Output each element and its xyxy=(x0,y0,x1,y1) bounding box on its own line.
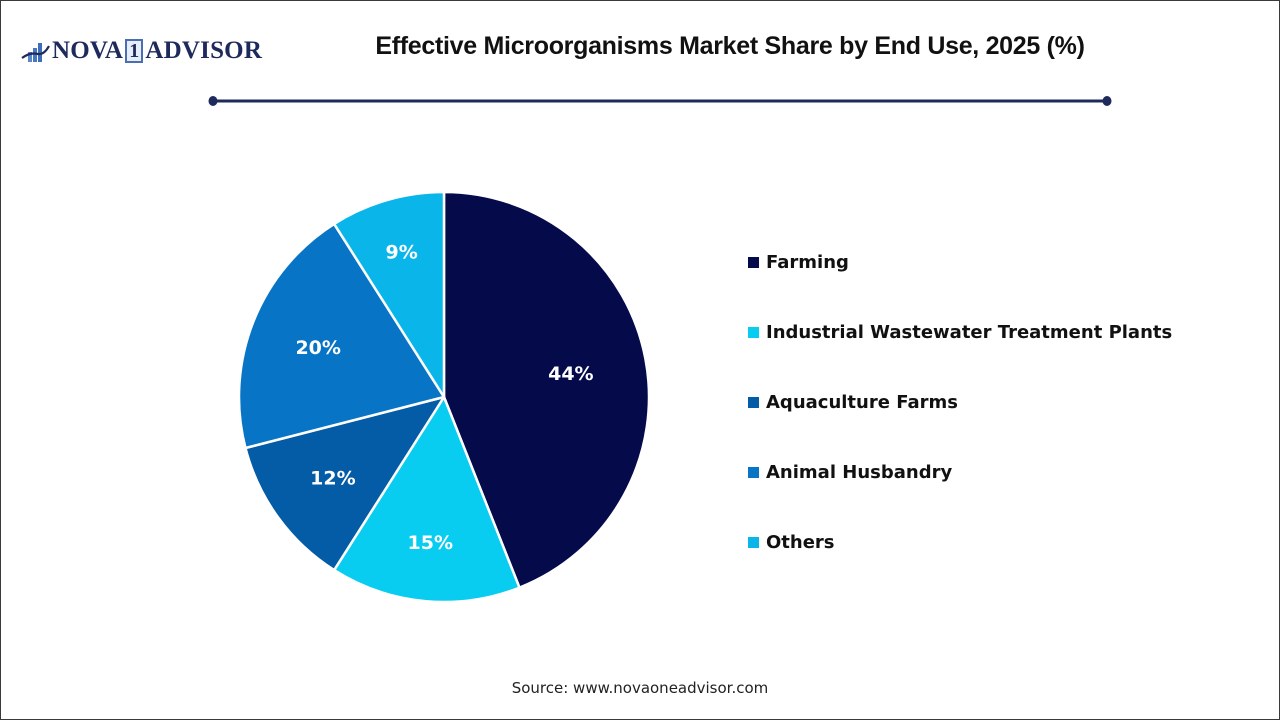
slice-data-label: 20% xyxy=(295,337,340,359)
legend-label: Farming xyxy=(766,251,849,273)
legend-swatch-others xyxy=(748,536,759,548)
source-note: Source: www.novaoneadvisor.com xyxy=(511,679,769,697)
legend-swatch-farming xyxy=(748,256,759,268)
legend-item-farming: Farming xyxy=(748,250,1172,274)
legend-item-aquaculture: Aquaculture Farms xyxy=(748,390,1172,414)
legend-label: Aquaculture Farms xyxy=(766,391,958,413)
logo-text-advisor: ADVISOR xyxy=(145,37,263,64)
logo-text-nova: NOVA xyxy=(52,37,124,64)
legend-label: Others xyxy=(766,531,835,553)
legend: Farming Industrial Wastewater Treatment … xyxy=(748,250,1172,600)
legend-swatch-aquaculture xyxy=(748,396,759,408)
logo-box-one: 1 xyxy=(125,39,144,63)
bar-chart-logo-icon xyxy=(21,43,50,62)
legend-item-others: Others xyxy=(748,530,1172,554)
pie-slice-animal-husbandry xyxy=(237,222,446,450)
slice-data-label: 44% xyxy=(548,363,593,385)
legend-label: Animal Husbandry xyxy=(766,461,953,483)
legend-item-industrial-wastewater: Industrial Wastewater Treatment Plants xyxy=(748,320,1172,344)
legend-label: Industrial Wastewater Treatment Plants xyxy=(766,321,1173,343)
pie-slice-others xyxy=(332,190,446,399)
pie-slice-aquaculture-farms xyxy=(244,395,446,572)
title-divider xyxy=(208,96,1112,106)
legend-swatch-industrial-wastewater xyxy=(748,326,759,338)
chart-title: Effective Microorganisms Market Share by… xyxy=(375,32,1085,60)
slice-data-label: 9% xyxy=(386,241,418,263)
legend-item-animal-husbandry: Animal Husbandry xyxy=(748,460,1172,484)
pie-slice-farming xyxy=(442,190,651,589)
legend-swatch-animal-husbandry xyxy=(748,466,759,478)
slice-data-label: 12% xyxy=(310,468,355,490)
pie-slice-industrial-wastewater-treatment-plants xyxy=(332,395,521,604)
logo: NOVA 1 ADVISOR xyxy=(20,36,262,66)
slice-data-label: 15% xyxy=(408,532,453,554)
